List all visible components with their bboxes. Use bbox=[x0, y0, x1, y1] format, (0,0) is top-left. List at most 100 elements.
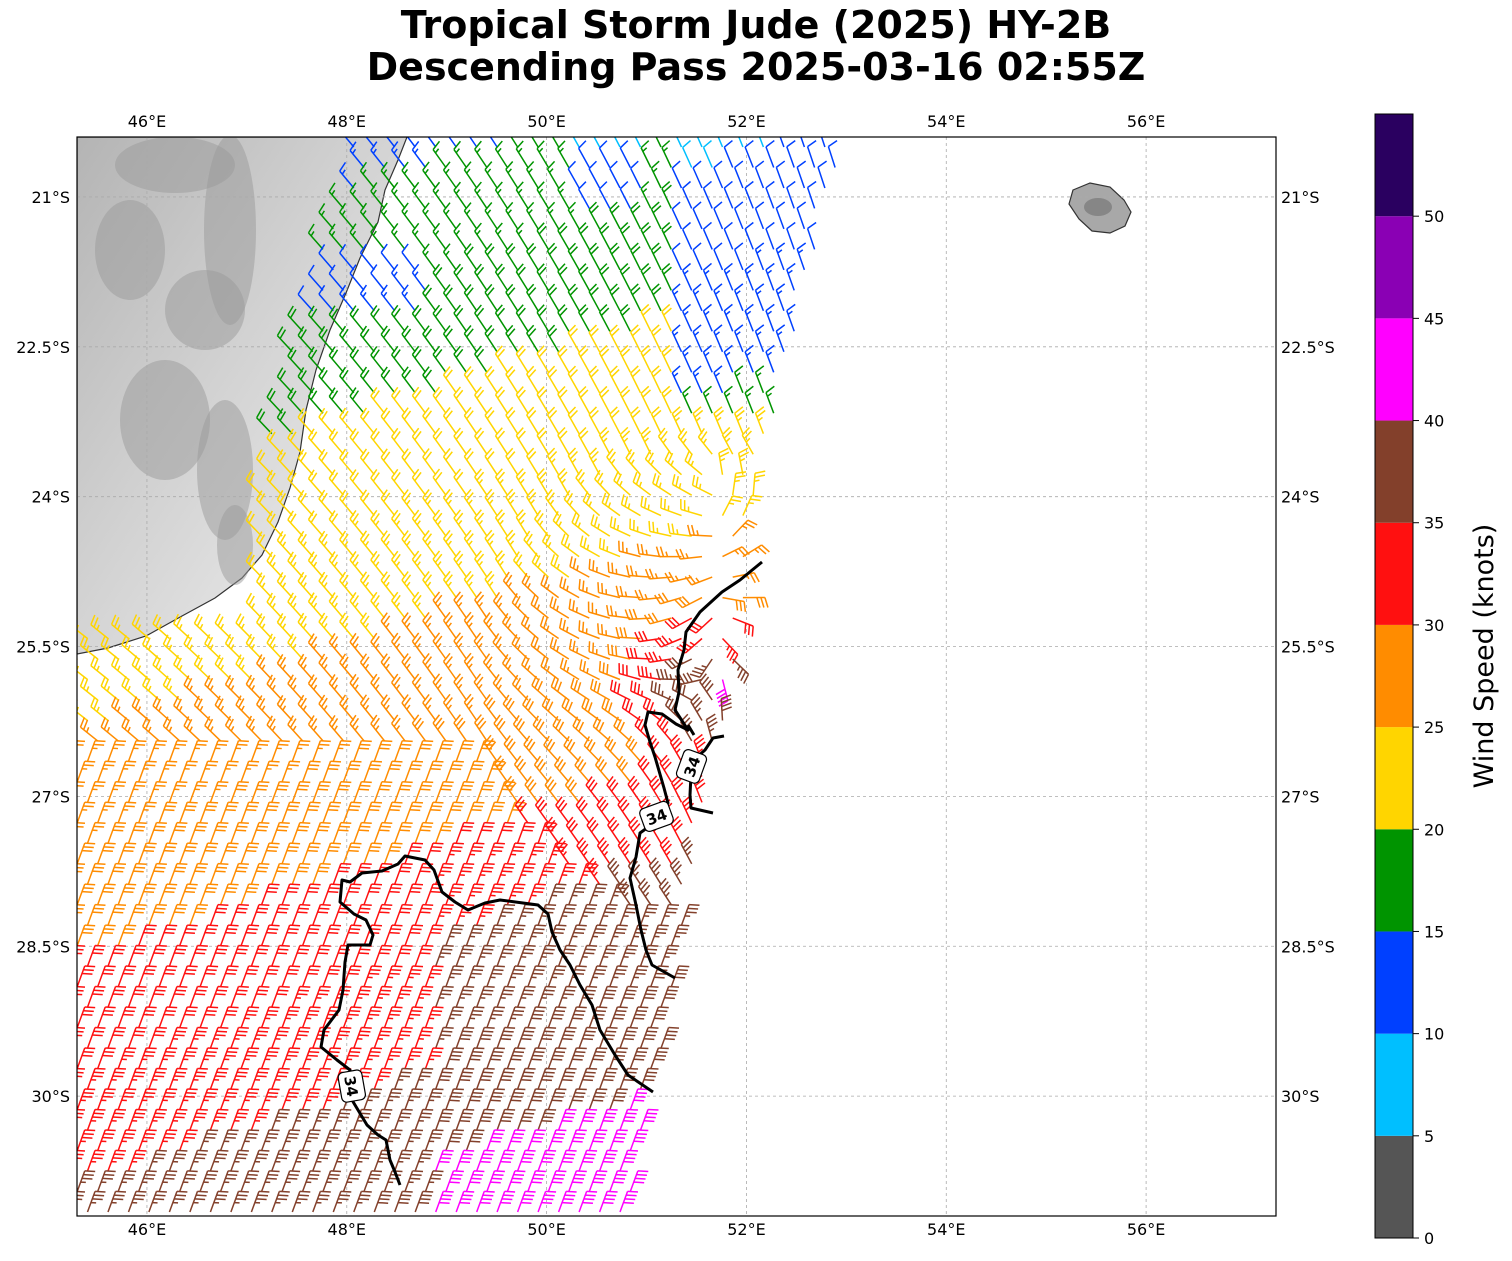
wind-barb bbox=[475, 862, 495, 885]
wind-barb bbox=[250, 780, 270, 803]
wind-barb bbox=[540, 574, 560, 599]
wind-barb bbox=[370, 264, 386, 291]
wind-barb bbox=[391, 468, 406, 496]
wind-barb bbox=[307, 715, 324, 742]
wind-barb bbox=[297, 326, 314, 353]
wind-barb bbox=[281, 1047, 301, 1069]
wind-barb bbox=[475, 1149, 495, 1172]
wind-barb bbox=[557, 386, 570, 414]
wind-barb bbox=[669, 857, 683, 885]
wind-barb bbox=[721, 495, 743, 516]
wind-barb bbox=[680, 836, 694, 865]
wind-barb bbox=[411, 632, 427, 660]
wind-barb bbox=[658, 877, 672, 906]
wind-barb bbox=[86, 985, 106, 1008]
wind-barb bbox=[629, 1047, 649, 1069]
wind-barb bbox=[537, 944, 557, 967]
wind-barb bbox=[432, 222, 447, 250]
wind-barb bbox=[432, 673, 447, 701]
wind-barb bbox=[77, 842, 96, 865]
wind-barb bbox=[655, 546, 682, 558]
wind-barb bbox=[411, 222, 427, 250]
wind-barb bbox=[494, 345, 509, 373]
wind-barb bbox=[559, 657, 580, 681]
wind-barb bbox=[654, 592, 682, 605]
wind-barb bbox=[619, 140, 631, 168]
wind-barb bbox=[609, 160, 621, 189]
wind-barb bbox=[536, 468, 550, 496]
wind-barb bbox=[339, 137, 355, 148]
gridlines bbox=[77, 137, 1276, 1216]
wind-barb bbox=[567, 160, 580, 189]
wind-barb bbox=[297, 448, 314, 476]
wind-barb bbox=[271, 903, 290, 926]
wind-barb bbox=[537, 1190, 557, 1213]
wind-barb bbox=[77, 1170, 96, 1192]
wind-barb bbox=[496, 985, 516, 1008]
wind-barb bbox=[493, 714, 508, 742]
wind-barb bbox=[484, 406, 498, 435]
wind-barb bbox=[723, 180, 734, 209]
wind-barb bbox=[404, 1006, 424, 1028]
wind-barb bbox=[496, 903, 516, 926]
wind-barb bbox=[422, 284, 437, 312]
wind-barb bbox=[638, 836, 652, 865]
wind-barb bbox=[260, 1129, 280, 1151]
wind-barb bbox=[567, 242, 580, 271]
colorbar-segment bbox=[1375, 114, 1413, 217]
wind-barb bbox=[158, 965, 178, 987]
contour-label: 34 bbox=[639, 800, 674, 832]
wind-barb bbox=[432, 468, 447, 496]
wind-barb bbox=[568, 924, 587, 947]
wind-barb bbox=[609, 201, 621, 230]
wind-barb bbox=[339, 653, 355, 680]
wind-barb bbox=[644, 449, 662, 476]
wind-barb bbox=[148, 1190, 167, 1213]
wind-barb bbox=[567, 447, 580, 476]
wind-barb bbox=[572, 716, 590, 742]
wind-barb bbox=[245, 469, 263, 496]
wind-barb bbox=[199, 801, 219, 824]
wind-barb bbox=[281, 965, 301, 987]
wind-barb bbox=[515, 304, 529, 332]
wind-barb bbox=[77, 760, 96, 783]
wind-barb bbox=[322, 965, 342, 987]
wind-barb bbox=[613, 470, 631, 496]
wind-barb bbox=[594, 755, 611, 783]
wind-barb bbox=[307, 551, 324, 578]
wind-barb bbox=[204, 715, 222, 742]
wind-barb bbox=[359, 571, 375, 599]
wind-barb bbox=[586, 857, 601, 885]
wind-barb bbox=[240, 1047, 260, 1069]
wind-barb bbox=[650, 365, 662, 394]
wind-barb bbox=[391, 673, 406, 701]
wind-barb bbox=[564, 776, 580, 803]
wind-barb bbox=[506, 1047, 526, 1069]
wind-barb bbox=[744, 139, 754, 168]
wind-barb bbox=[484, 529, 498, 558]
wind-barb bbox=[391, 427, 406, 455]
wind-barb bbox=[598, 426, 611, 455]
wind-barb bbox=[474, 304, 488, 332]
wind-barb bbox=[393, 944, 413, 967]
wind-barb bbox=[640, 385, 652, 414]
wind-barb bbox=[363, 760, 383, 783]
wind-barb bbox=[569, 556, 590, 578]
wind-barb bbox=[463, 366, 478, 394]
wind-barb bbox=[291, 903, 311, 926]
wind-barb bbox=[486, 1088, 505, 1110]
wind-barb bbox=[117, 883, 137, 906]
wind-barb bbox=[754, 137, 765, 148]
wind-barb bbox=[214, 695, 232, 722]
wind-barb bbox=[546, 242, 560, 271]
wind-barb bbox=[162, 716, 181, 742]
wind-barb bbox=[598, 263, 611, 291]
wind-barb bbox=[674, 595, 703, 609]
wind-barb bbox=[547, 883, 567, 906]
wind-barb bbox=[483, 734, 498, 762]
wind-barb bbox=[380, 571, 396, 599]
wind-barb bbox=[312, 862, 331, 885]
wind-barb bbox=[486, 1047, 505, 1069]
wind-barb bbox=[453, 550, 468, 578]
